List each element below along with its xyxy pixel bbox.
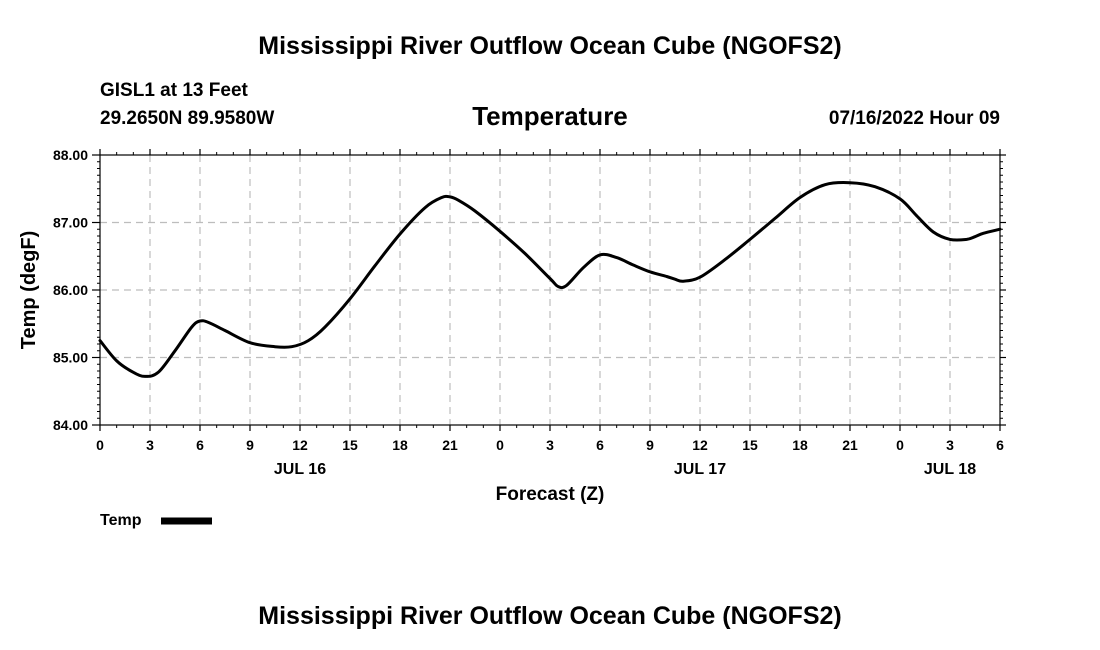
y-tick-label: 85.00	[53, 350, 88, 366]
y-tick-label: 84.00	[53, 417, 88, 433]
tick-labels: 0 3 6 9 12 15 18 21 0 3 6 9 12 15 18 21 0 3 6 84.00 85.00 86.…	[53, 147, 1004, 478]
day-label: JUL 17	[674, 461, 726, 478]
series-layer	[98, 180, 1002, 378]
legend-label-temp: Temp	[100, 512, 142, 529]
y-tick-label: 88.00	[53, 147, 88, 163]
chart-title: Temperature	[472, 101, 628, 131]
y-axis-label: Temp (degF)	[18, 231, 40, 350]
axis-ticks	[92, 149, 1006, 431]
x-tick-label: 9	[646, 437, 654, 453]
footer-title: Mississippi River Outflow Ocean Cube (NG…	[258, 602, 841, 630]
main-title: Mississippi River Outflow Ocean Cube (NG…	[258, 32, 841, 60]
station-label: GISL1 at 13 Feet	[100, 80, 249, 101]
x-tick-label: 15	[742, 437, 758, 453]
grid	[100, 155, 1000, 425]
x-tick-label: 15	[342, 437, 358, 453]
x-tick-label: 12	[692, 437, 708, 453]
x-tick-label: 6	[996, 437, 1004, 453]
day-label: JUL 16	[274, 461, 326, 478]
x-tick-label: 0	[896, 437, 904, 453]
x-tick-label: 3	[546, 437, 554, 453]
x-tick-label: 0	[496, 437, 504, 453]
x-tick-label: 9	[246, 437, 254, 453]
day-label: JUL 18	[924, 461, 976, 478]
x-tick-label: 18	[792, 437, 808, 453]
x-tick-label: 12	[292, 437, 308, 453]
y-tick-label: 86.00	[53, 282, 88, 298]
station-coords: 29.2650N 89.9580W	[100, 108, 274, 129]
x-tick-label: 18	[392, 437, 408, 453]
x-tick-label: 21	[442, 437, 458, 453]
x-tick-label: 6	[596, 437, 604, 453]
x-tick-label: 0	[96, 437, 104, 453]
y-tick-label: 87.00	[53, 215, 88, 231]
x-tick-label: 21	[842, 437, 858, 453]
x-axis-label: Forecast (Z)	[496, 484, 605, 505]
series-line-temp	[98, 180, 1002, 378]
x-tick-label: 3	[146, 437, 154, 453]
forecast-timestamp: 07/16/2022 Hour 09	[829, 108, 1000, 129]
x-tick-label: 3	[946, 437, 954, 453]
x-tick-label: 6	[196, 437, 204, 453]
